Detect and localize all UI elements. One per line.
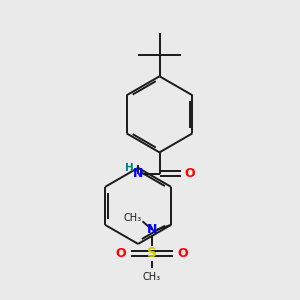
Text: O: O [116,247,126,260]
Text: CH₃: CH₃ [143,272,161,282]
Text: H: H [125,163,134,173]
Text: N: N [133,167,143,180]
Text: O: O [178,247,188,260]
Text: O: O [184,167,194,180]
Text: S: S [147,246,157,260]
Text: N: N [147,223,157,236]
Text: CH₃: CH₃ [124,213,142,223]
